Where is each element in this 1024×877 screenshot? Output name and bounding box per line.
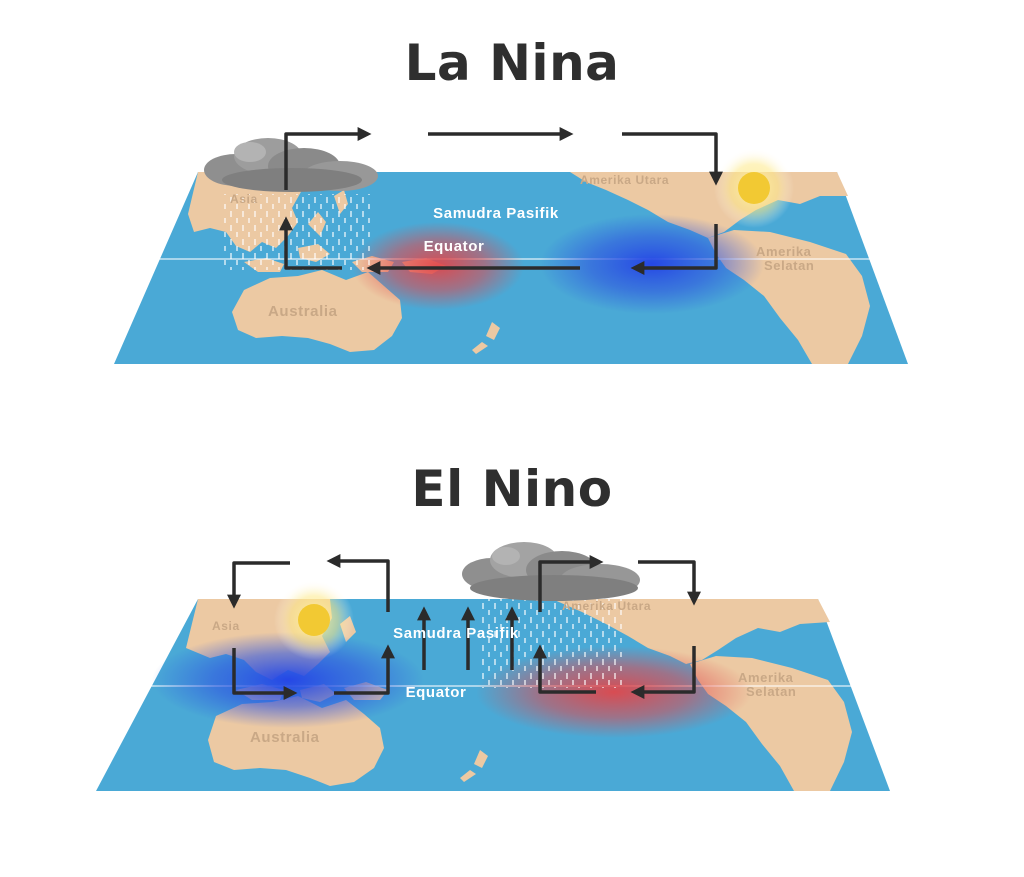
south-america-label-line2: Selatan: [764, 258, 814, 273]
cloud-icon: [462, 542, 640, 601]
south-america-label-line1: Amerika: [756, 244, 812, 259]
asia-label: Asia: [212, 619, 240, 633]
warm-pool: [352, 222, 524, 310]
arrow-icon: [622, 132, 723, 186]
rain-icon: [478, 598, 624, 688]
el-nino-title: El Nino: [411, 460, 613, 518]
land-new-zealand: [460, 750, 488, 782]
ocean-label: Samudra Pasifik: [433, 205, 559, 222]
arrow-icon: [630, 646, 696, 699]
north-america-label: Amerika Utara: [562, 599, 651, 613]
arrow-icon: [538, 555, 604, 612]
arrow-icon: [284, 127, 372, 190]
arrow-icon: [279, 216, 342, 270]
sun-icon: [714, 148, 794, 228]
australia-label: Australia: [268, 303, 338, 320]
cool-pool: [540, 214, 764, 314]
equator-label: Equator: [406, 684, 467, 701]
arrow-icon: [326, 554, 390, 612]
arrow-icon: [334, 644, 395, 695]
arrow-icon: [232, 648, 298, 700]
arrow-icon: [227, 561, 290, 609]
sun-icon: [274, 580, 354, 660]
land-australia: [232, 270, 402, 352]
la-nina-map: Samudra Pasifik Equator Asia Australia A…: [114, 127, 908, 364]
asia-label: Asia: [230, 192, 258, 206]
el-nino-map: Samudra Pasifik Equator Asia Australia A…: [96, 542, 890, 791]
walker-circulation-arrows: [279, 127, 723, 275]
south-america-label-line1: Amerika: [738, 670, 794, 685]
land-new-zealand: [472, 322, 500, 354]
equator-label: Equator: [424, 238, 485, 255]
la-nina-title: La Nina: [404, 34, 620, 92]
south-america-label-line2: Selatan: [746, 684, 796, 699]
walker-circulation-arrows: [227, 554, 701, 700]
australia-label: Australia: [250, 729, 320, 746]
north-america-label: Amerika Utara: [580, 173, 669, 187]
cool-pool: [152, 632, 424, 728]
arrow-icon: [533, 644, 596, 694]
arrow-icon: [630, 224, 718, 275]
ocean-label: Samudra Pasifik: [393, 625, 519, 642]
arrow-icon: [638, 560, 701, 606]
cloud-icon: [204, 138, 378, 192]
rain-icon: [220, 194, 370, 270]
